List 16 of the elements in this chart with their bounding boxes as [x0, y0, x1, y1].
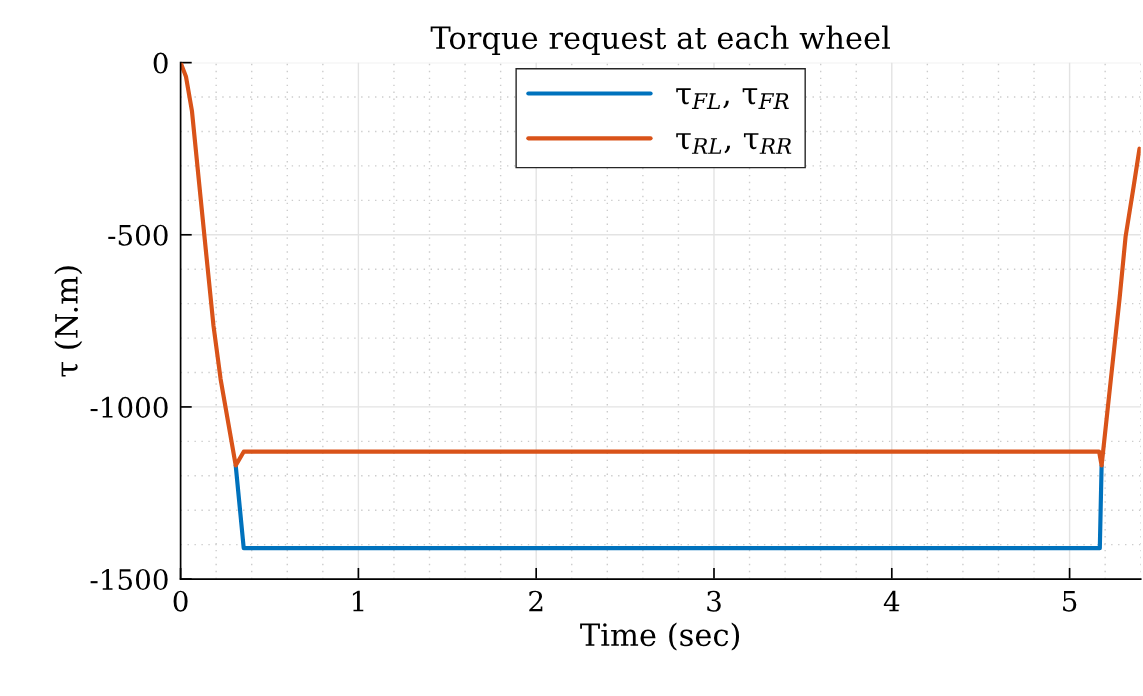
chart-title: Torque request at each wheel [430, 25, 890, 56]
x-tick-label: 0 [173, 590, 188, 612]
legend-label: τ$_{FL}$, τ$_{FR}$ [676, 88, 789, 109]
x-tick-label: 4 [883, 590, 900, 612]
y-tick-label: -500 [108, 224, 168, 246]
y-tick-label: -1500 [90, 569, 168, 591]
x-tick-label: 2 [529, 590, 543, 612]
legend-label: τ$_{RL}$, τ$_{RR}$ [676, 133, 792, 154]
line-series [180, 62, 1141, 468]
x-tick-label: 3 [707, 590, 721, 612]
y-tick-label: -1000 [90, 396, 168, 418]
x-tick-label: 1 [352, 590, 364, 612]
y-axis-title: τ (N.m) [54, 266, 83, 377]
y-tick-label: 0 [153, 52, 168, 74]
x-axis-title: Time (sec) [580, 622, 740, 651]
x-tick-label: 5 [1063, 591, 1077, 612]
